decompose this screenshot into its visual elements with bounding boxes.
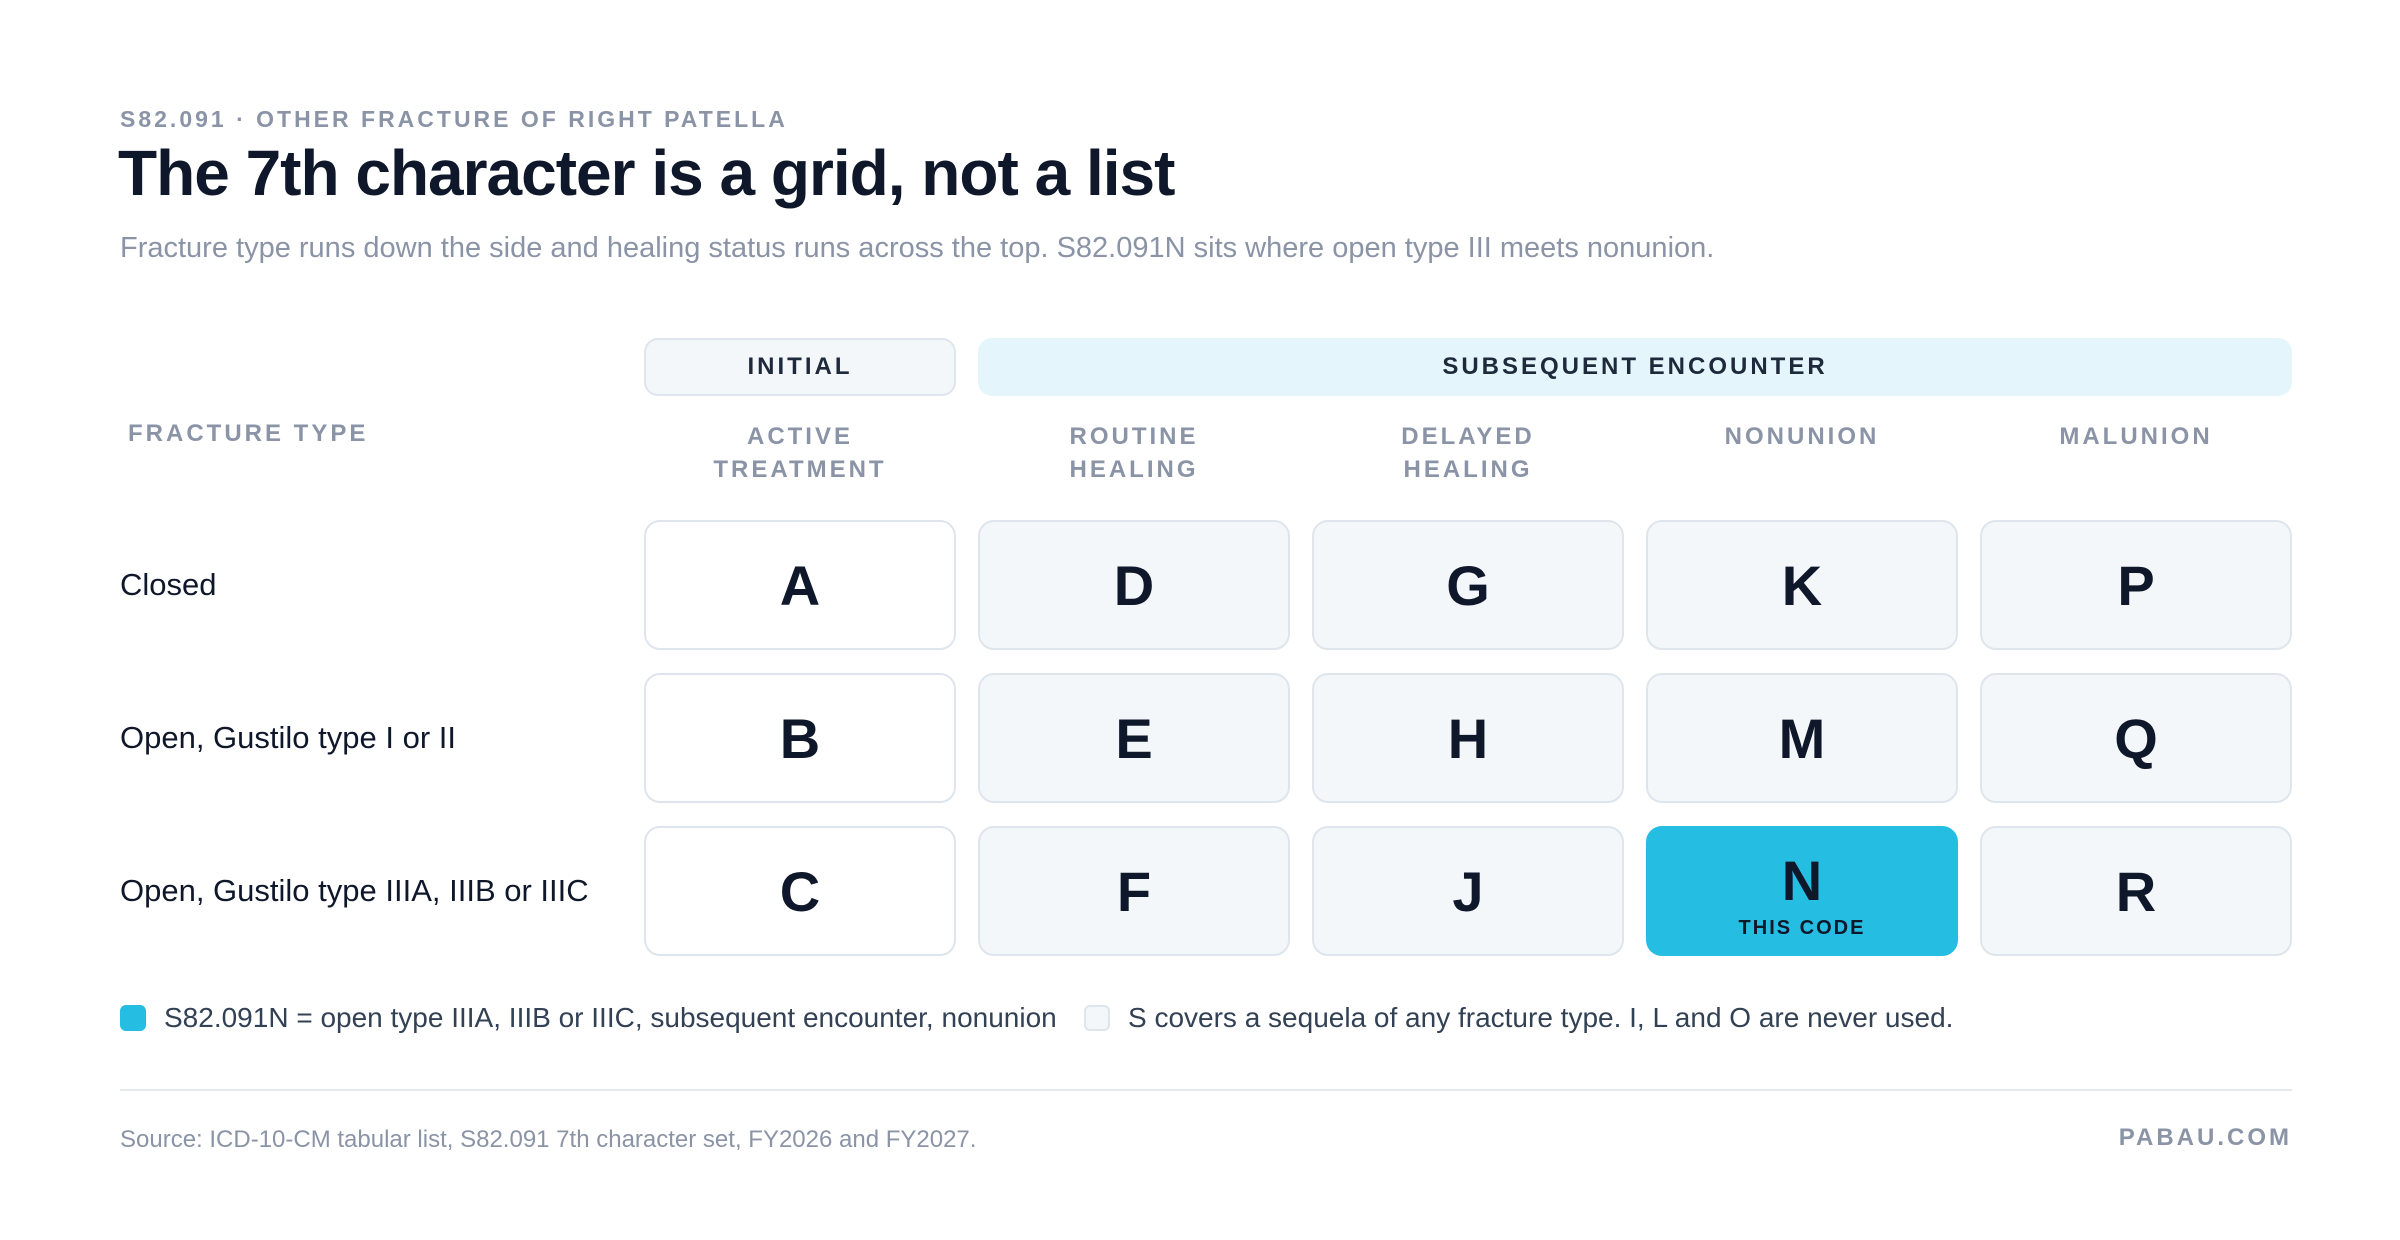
code-letter: Q: [2114, 706, 2158, 770]
code-cell: Q: [1980, 673, 2292, 803]
code-letter: F: [1116, 859, 1152, 923]
this-code-tag: THIS CODE: [1738, 916, 1866, 939]
brand-label: PABAU.COM: [2118, 1124, 2292, 1151]
column-header-line: ACTIVE: [746, 423, 853, 450]
column-header: DELAYED HEALING: [1312, 420, 1624, 486]
row-label: Closed: [120, 567, 217, 602]
column-header-line: MALUNION: [2059, 423, 2213, 450]
legend-selected: S82.091N = open type IIIA, IIIB or IIIC,…: [120, 1002, 1057, 1034]
code-eyebrow: S82.091 · OTHER FRACTURE OF RIGHT PATELL…: [120, 106, 788, 132]
column-header-line: DELAYED: [1401, 423, 1535, 450]
code-letter: A: [779, 553, 821, 617]
code-letter: M: [1778, 706, 1826, 770]
page-subtitle: Fracture type runs down the side and hea…: [120, 232, 1715, 264]
legend-other: S covers a sequela of any fracture type.…: [1084, 1002, 1953, 1034]
legend-other-swatch: [1084, 1005, 1110, 1031]
footer-divider: [120, 1089, 2292, 1091]
code-cell: K: [1646, 520, 1958, 650]
source-note: Source: ICD-10-CM tabular list, S82.091 …: [120, 1126, 977, 1153]
code-cell: E: [978, 673, 1290, 803]
legend-other-text: S covers a sequela of any fracture type.…: [1128, 1002, 1954, 1033]
page-title: The 7th character is a grid, not a list: [118, 137, 1175, 209]
column-header: ROUTINE HEALING: [978, 420, 1290, 486]
row-label: Open, Gustilo type I or II: [120, 720, 456, 755]
code-cell: B: [644, 673, 956, 803]
code-letter: E: [1115, 706, 1153, 770]
column-header-line: TREATMENT: [713, 456, 887, 483]
code-cell: D: [978, 520, 1290, 650]
group-subsequent-header: SUBSEQUENT ENCOUNTER: [978, 338, 2292, 396]
code-cell: A: [644, 520, 956, 650]
code-letter: H: [1447, 706, 1489, 770]
row-label: Open, Gustilo type IIIA, IIIB or IIIC: [120, 873, 589, 908]
code-cell: M: [1646, 673, 1958, 803]
column-header: ACTIVE TREATMENT: [644, 420, 956, 486]
column-header-line: NONUNION: [1724, 423, 1880, 450]
code-letter: P: [2117, 553, 2155, 617]
code-cell: F: [978, 826, 1290, 956]
code-cell: H: [1312, 673, 1624, 803]
code-cell: R: [1980, 826, 2292, 956]
code-cell: G: [1312, 520, 1624, 650]
code-cell: P: [1980, 520, 2292, 650]
code-letter: B: [779, 706, 821, 770]
legend-selected-swatch: [120, 1005, 146, 1031]
column-header-line: ROUTINE: [1069, 423, 1199, 450]
code-letter: N: [1781, 848, 1823, 912]
code-letter: D: [1113, 553, 1155, 617]
code-cell: C: [644, 826, 956, 956]
column-header-line: HEALING: [1069, 456, 1199, 483]
code-letter: C: [779, 859, 821, 923]
code-letter: K: [1781, 553, 1823, 617]
fracture-type-header: FRACTURE TYPE: [128, 420, 369, 447]
column-header-line: HEALING: [1403, 456, 1533, 483]
column-header: MALUNION: [1980, 420, 2292, 453]
column-header: NONUNION: [1646, 420, 1958, 453]
group-initial-header: INITIAL: [644, 338, 956, 396]
legend-selected-text: S82.091N = open type IIIA, IIIB or IIIC,…: [164, 1002, 1057, 1033]
code-letter: G: [1446, 553, 1490, 617]
code-cell-selected: N THIS CODE: [1646, 826, 1958, 956]
code-letter: R: [2115, 859, 2157, 923]
code-letter: J: [1452, 859, 1484, 923]
code-cell: J: [1312, 826, 1624, 956]
